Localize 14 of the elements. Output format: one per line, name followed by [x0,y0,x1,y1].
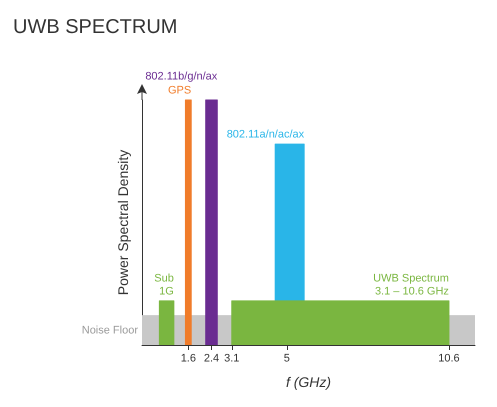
x-tick-label: 5 [284,352,290,364]
chart-title: UWB SPECTRUM [13,16,178,38]
series-label: 802.11a/n/ac/ax [226,128,305,141]
series-label: Sub 1G [154,272,174,298]
series-label: Noise Floor [82,324,138,336]
x-tick-label: 2.4 [204,352,220,364]
y-axis-title: Power Spectral Density [115,150,131,296]
series-label: UWB Spectrum 3.1 – 10.6 GHz [373,272,449,298]
x-tick-label: 3.1 [224,352,240,364]
x-axis-title: f (GHz) [286,374,332,390]
series-label: GPS [168,84,192,96]
x-tick-label: 10.6 [438,352,460,364]
series-label: 802.11b/g/n/ax [145,70,218,82]
x-tick-label: 1.6 [180,352,196,364]
